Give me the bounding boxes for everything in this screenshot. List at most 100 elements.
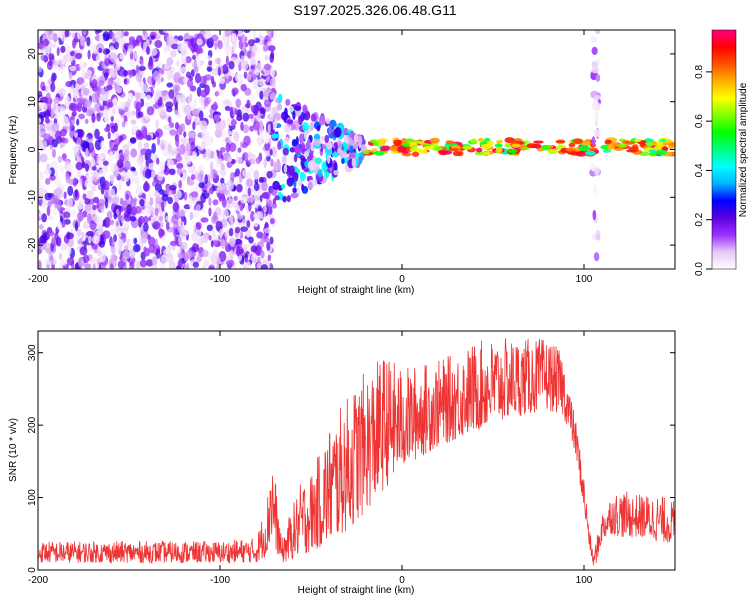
heatmap-cell [152,221,161,230]
heatmap-cell [481,143,492,150]
heatmap-cell [180,241,188,250]
heatmap-cell [132,197,138,203]
heatmap-cell [108,228,117,236]
heatmap-cell [267,123,271,134]
heatmap-cell [234,226,241,234]
heatmap-cell [193,65,199,73]
heatmap-cell [160,254,168,264]
heatmap-cell [64,95,71,107]
heatmap-cell [38,187,45,198]
heatmap-cell [242,169,247,177]
colorbar-gradient [711,29,737,270]
heatmap-cell [555,139,566,144]
heatmap-cell [585,150,596,156]
heatmap-cell [58,64,65,75]
heatmap-cell [122,221,130,228]
heatmap-cell [411,151,420,157]
heatmap-cell [285,98,291,106]
heatmap-cell [175,190,182,199]
heatmap-cell [324,171,330,179]
heatmap-cell [197,61,202,70]
heatmap-cell [124,120,129,129]
heatmap-cell [92,204,97,211]
heatmap-cell [57,155,63,163]
heatmap-cell [123,31,129,37]
heatmap-cell [147,236,156,247]
heatmap-cell [91,113,96,123]
heatmap-cell [235,156,243,164]
heatmap-cell [265,150,270,157]
heatmap-cell [110,176,115,185]
heatmap-cell [250,253,258,263]
colorbar-ticks: 0.0 0.2 0.4 0.6 0.8 [694,64,712,276]
heatmap-cell [153,70,161,82]
heatmap-cell [116,57,120,67]
heatmap-cell [166,57,174,66]
heatmap-cell [216,263,221,269]
heatmap-cell [154,207,159,218]
heatmap-cell [115,77,121,85]
heatmap-cell [228,60,235,70]
heatmap-cell [48,53,55,61]
heatmap-cell [648,151,657,157]
heatmap-cell [104,197,109,209]
heatmap-cell [595,30,601,34]
heatmap-cell [271,202,277,209]
heatmap-cell [431,146,443,152]
heatmap-cell [429,137,440,144]
heatmap-cell [139,198,145,207]
heatmap-cell [223,99,231,105]
heatmap-cell [215,65,219,76]
heatmap-cell [357,134,363,145]
heatmap-cell [166,159,175,169]
heatmap-cell [166,253,174,263]
heatmap-cell [294,105,301,111]
heatmap-cell [123,245,129,252]
heatmap-cell [208,197,212,206]
heatmap-cell [225,259,234,266]
heatmap-cell [42,133,51,141]
heatmap-cell [210,240,214,248]
heatmap-cell [144,102,151,108]
heatmap-cell [87,86,92,98]
heatmap-cell [38,111,47,118]
heatmap-cell [238,30,243,37]
heatmap-cell [115,208,120,216]
heatmap-cell [86,36,91,47]
heatmap-cell [38,117,42,124]
heatmap-cell [219,195,226,201]
heatmap-cell [263,90,270,99]
heatmap-cell [162,30,171,34]
heatmap-cell [221,209,229,219]
spectrogram-heatmap [38,30,675,269]
heatmap-cell [70,209,77,218]
heatmap-cell [74,188,78,198]
spectrogram-y-tick-label: -20 [27,237,38,252]
heatmap-cell [82,30,87,36]
heatmap-cell [237,214,244,220]
heatmap-cell [575,151,587,157]
heatmap-cell [306,138,311,150]
heatmap-cell [40,153,48,163]
heatmap-cell [208,207,212,217]
heatmap-cell [58,165,65,172]
heatmap-cell [68,71,73,81]
spectrogram-x-tick-label: -100 [210,274,230,285]
heatmap-cell [259,90,264,100]
heatmap-cell [190,69,195,77]
heatmap-cell [266,75,270,83]
heatmap-cell [87,49,91,60]
heatmap-cell [277,93,283,103]
heatmap-cell [146,106,155,116]
heatmap-cell [114,83,118,91]
snr-y-axis: 0 100 200 300 [27,344,675,573]
heatmap-cell [76,30,82,40]
heatmap-cell [72,145,80,153]
heatmap-cell [98,34,104,43]
heatmap-cell [240,83,247,92]
heatmap-cell [301,183,305,191]
spectrogram-x-tick-label: -200 [28,274,48,285]
heatmap-cell [495,147,503,153]
heatmap-cell [325,118,331,125]
